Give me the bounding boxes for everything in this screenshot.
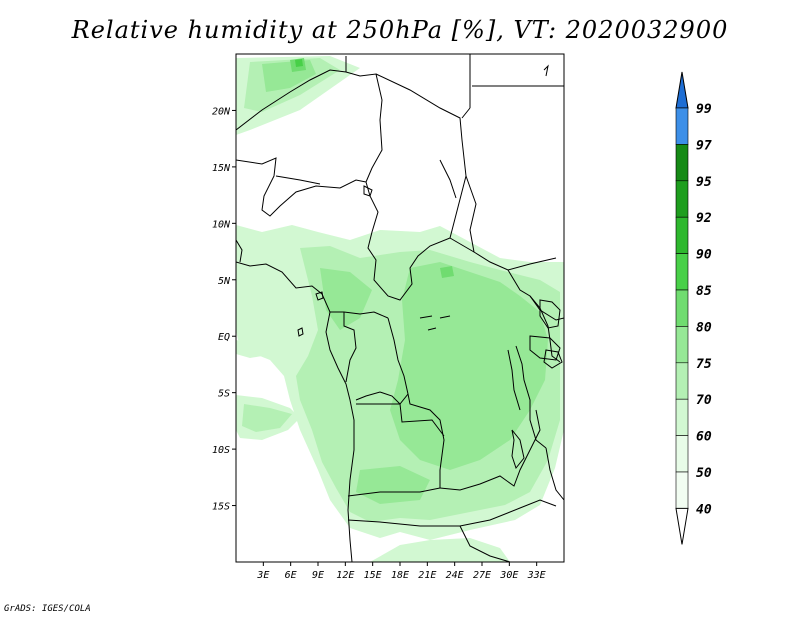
rh-region-70 [242,404,292,432]
latitude-tick-label: 15S [212,502,230,513]
rh-region-75 [356,466,430,504]
longitude-tick-label: 24E [446,570,464,581]
colorbar-swatch [675,398,689,436]
latitude-tick-label: 10N [212,219,231,230]
colorbar-label: 75 [696,357,712,372]
rh-region-80 [440,266,454,278]
colorbar-label: 97 [696,138,712,153]
colorbar-label: 85 [696,284,712,299]
longitude-tick-label: 6E [285,570,297,581]
latitude-tick-label: 5N [218,276,231,287]
rh-region-85 [295,59,303,67]
latitude-tick-label: 10S [212,445,230,456]
latitude-axis: 20N 15N 10N 5N EQ 5S 10S 15S [212,106,236,513]
colorbar-label: 60 [696,430,712,445]
colorbar-swatch [675,289,689,327]
colorbar: 99 97 95 92 90 85 80 75 70 60 50 40 [675,71,712,545]
colorbar-top-triangle [675,71,689,109]
latitude-tick-label: 5S [218,389,230,400]
colorbar-swatch [675,435,689,473]
rh-region-60 [370,538,510,562]
colorbar-label: 70 [696,393,712,408]
latitude-tick-label: EQ [218,332,230,343]
colorbar-swatch [675,144,689,182]
longitude-tick-label: 15E [364,570,382,581]
colorbar-label: 95 [696,175,712,190]
longitude-tick-label: 33E [527,570,546,581]
longitude-tick-label: 3E [256,570,269,581]
longitude-tick-label: 27E [473,570,491,581]
longitude-tick-label: 30E [499,570,518,581]
longitude-tick-label: 18E [391,570,409,581]
latitude-tick-label: 20N [212,106,231,117]
colorbar-swatch [675,107,689,145]
longitude-tick-label: 12E [336,570,354,581]
latitude-tick-label: 15N [212,163,231,174]
colorbar-swatch [675,216,689,254]
colorbar-swatch [675,471,689,509]
longitude-axis: 3E 6E 9E 12E 15E 18E 21E 24E 27E 30E 33E [256,562,546,581]
rh-region-75 [390,262,548,470]
colorbar-swatch [675,326,689,364]
rh-region-60 [236,340,268,358]
chart-title: Relative humidity at 250hPa [%], VT: 202… [71,16,729,44]
humidity-field [236,56,564,562]
colorbar-label: 92 [696,211,712,226]
colorbar-bottom-triangle [675,507,689,545]
colorbar-label: 90 [696,248,712,263]
colorbar-label: 40 [696,502,712,517]
credit-text: GrADS: IGES/COLA [4,604,91,614]
colorbar-label: 50 [696,466,712,481]
longitude-tick-label: 9E [312,570,324,581]
colorbar-swatch [675,253,689,291]
rh-region-75 [320,268,372,330]
longitude-tick-label: 21E [418,570,436,581]
country-boundaries [236,54,564,562]
colorbar-label: 99 [696,102,712,117]
colorbar-swatch [675,180,689,218]
colorbar-label: 80 [696,320,712,335]
colorbar-swatch [675,362,689,400]
